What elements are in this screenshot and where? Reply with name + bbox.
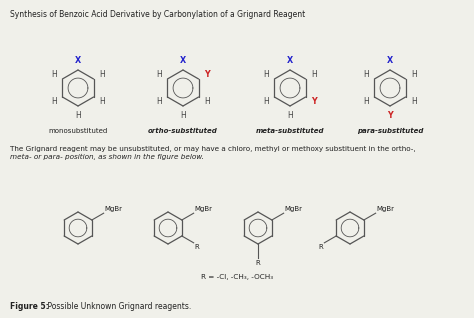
Text: X: X [287,56,293,65]
Text: X: X [75,56,81,65]
Text: H: H [156,97,162,107]
Text: MgBr: MgBr [195,206,213,212]
Text: R: R [255,259,260,266]
Text: meta- or para- position, as shown in the figure below.: meta- or para- position, as shown in the… [10,154,204,160]
Text: R: R [195,244,200,250]
Text: R: R [319,244,323,250]
Text: The Grignard reagent may be unsubstituted, or may have a chloro, methyl or metho: The Grignard reagent may be unsubstitute… [10,146,416,152]
Text: MgBr: MgBr [105,206,123,212]
Text: Y: Y [387,111,393,121]
Text: H: H [180,111,186,121]
Text: para-substituted: para-substituted [357,128,423,134]
Text: H: H [263,70,269,79]
Text: ortho-substituted: ortho-substituted [148,128,218,134]
Text: H: H [75,111,81,121]
Text: Figure 5:: Figure 5: [10,302,49,311]
Text: X: X [180,56,186,65]
Text: H: H [363,97,369,107]
Text: Possible Unknown Grignard reagents.: Possible Unknown Grignard reagents. [45,302,191,311]
Text: monosubstituted: monosubstituted [48,128,108,134]
Text: H: H [287,111,293,121]
Text: H: H [411,97,417,107]
Text: H: H [411,70,417,79]
Text: H: H [156,70,162,79]
Text: H: H [311,70,317,79]
Text: X: X [387,56,393,65]
Text: MgBr: MgBr [377,206,395,212]
Text: H: H [363,70,369,79]
Text: H: H [204,97,210,107]
Text: R = -Cl, -CH₃, -OCH₃: R = -Cl, -CH₃, -OCH₃ [201,274,273,280]
Text: H: H [51,70,57,79]
Text: H: H [51,97,57,107]
Text: Y: Y [204,70,210,79]
Text: Y: Y [311,97,317,107]
Text: meta-substituted: meta-substituted [256,128,324,134]
Text: H: H [99,97,105,107]
Text: H: H [263,97,269,107]
Text: MgBr: MgBr [284,206,302,212]
Text: Synthesis of Benzoic Acid Derivative by Carbonylation of a Grignard Reagent: Synthesis of Benzoic Acid Derivative by … [10,10,305,19]
Text: H: H [99,70,105,79]
